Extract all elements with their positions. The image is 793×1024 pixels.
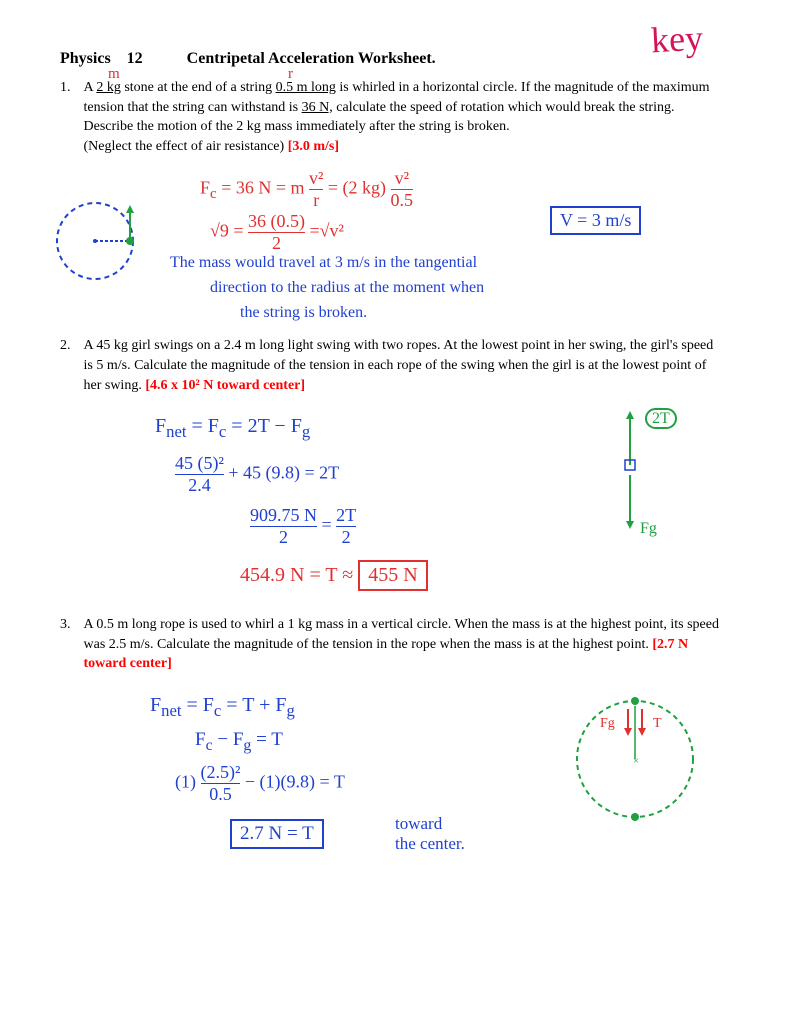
text: stone at the end of a string (121, 80, 276, 95)
t: = 36 N = m (217, 178, 309, 198)
t: v² (309, 168, 323, 188)
t: r (309, 189, 323, 211)
t: V = 3 m/s (550, 206, 641, 235)
answer-key: [3.0 m/s] (288, 139, 339, 154)
text: A 0.5 m long rope is used to whirl a 1 k… (84, 617, 719, 652)
problem-text: A 45 kg girl swings on a 2.4 m long ligh… (84, 336, 724, 395)
equation: (1) (2.5)² 0.5 − (1)(9.8) = T (175, 762, 345, 805)
problem-number: 2. (60, 336, 80, 356)
diagram-label: 2T (645, 410, 677, 428)
answer-key: [4.6 x 10² N toward center] (145, 378, 305, 393)
problem-text: A 2 kg stone at the end of a string 0.5 … (84, 78, 724, 156)
t: + 45 (9.8) = 2T (228, 463, 339, 483)
problem-number: 3. (60, 615, 80, 635)
r-annotation: r (288, 66, 293, 83)
t: 2 (250, 526, 317, 548)
equation: 45 (5)² 2.4 + 45 (9.8) = 2T (175, 453, 339, 496)
diagram-label: T (653, 716, 662, 732)
description: towardthe center. (395, 814, 465, 854)
t: = (322, 515, 337, 535)
t: v² (395, 168, 409, 188)
problem-2: 2. A 45 kg girl swings on a 2.4 m long l… (60, 336, 733, 395)
t: 909.75 N (250, 505, 317, 525)
t: − (1)(9.8) = T (245, 772, 345, 792)
description: The mass would travel at 3 m/s in the ta… (170, 254, 477, 272)
t: (2.5)² (201, 762, 241, 782)
equation: Fc = 36 N = m v² r = (2 kg) v² 0.5 (200, 168, 413, 211)
equation: 454.9 N = T ≈ 455 N (240, 560, 428, 591)
length-value: 0.5 m long (276, 80, 336, 95)
t: 2.4 (175, 474, 224, 496)
t: 0.5 (201, 783, 241, 805)
circle-diagram: × (560, 684, 710, 834)
t: 2.7 N = T (230, 819, 324, 849)
t: 2T (645, 408, 677, 429)
tension-value: 36 N, (302, 100, 333, 115)
course-name: Physics (60, 50, 111, 67)
result-box: V = 3 m/s (550, 206, 641, 235)
text: Describe the motion of the 2 kg mass imm… (84, 119, 510, 134)
work-area-1: Fc = 36 N = m v² r = (2 kg) v² 0.5 √9 = … (90, 176, 733, 336)
t: 2 (248, 232, 305, 254)
equation: Fc − Fg = T (195, 729, 283, 755)
work-area-2: Fnet = Fc = 2T − Fg 45 (5)² 2.4 + 45 (9.… (90, 415, 733, 615)
t: (1) (175, 772, 201, 792)
problem-number: 1. (60, 78, 80, 98)
svg-text:×: × (633, 755, 639, 767)
text: calculate the speed of rotation which wo… (333, 100, 675, 115)
equation: √9 = 36 (0.5) 2 =√v² (210, 211, 344, 254)
equation: 909.75 N 2 = 2T 2 (250, 505, 356, 548)
problem-3: 3. A 0.5 m long rope is used to whirl a … (60, 615, 733, 674)
circle-diagram (45, 191, 145, 291)
t: √9 = (210, 221, 248, 241)
result-box: 2.7 N = T (230, 819, 324, 849)
description: the string is broken. (240, 304, 367, 322)
text: A (84, 80, 97, 95)
t: 36 (0.5) (248, 211, 305, 231)
page-title: Physics 12 Centripetal Acceleration Work… (60, 50, 733, 68)
t: 455 N (358, 560, 427, 591)
equation: Fnet = Fc = 2T − Fg (155, 415, 310, 442)
description: direction to the radius at the moment wh… (210, 279, 484, 297)
t: 2 (336, 526, 356, 548)
t: 454.9 N = T ≈ (240, 564, 358, 586)
t: F (200, 178, 210, 198)
t: =√v² (310, 221, 344, 241)
problem-1: 1. A 2 kg stone at the end of a string 0… (60, 78, 733, 156)
work-area-3: Fnet = Fc = T + Fg Fc − Fg = T (1) (2.5)… (90, 694, 733, 889)
m-annotation: m (108, 66, 120, 83)
t: c (210, 187, 217, 203)
t: = (2 kg) (328, 178, 391, 198)
t: 45 (5)² (175, 453, 224, 473)
course-num: 12 (127, 50, 143, 67)
text: (Neglect the effect of air resistance) (84, 139, 288, 154)
worksheet-title: Centripetal Acceleration Worksheet. (187, 50, 436, 67)
equation: Fnet = Fc = T + Fg (150, 694, 295, 721)
problem-text: A 0.5 m long rope is used to whirl a 1 k… (84, 615, 724, 674)
diagram-label: Fg (600, 716, 615, 732)
key-label: key (650, 17, 704, 62)
t: 2T (336, 505, 356, 525)
diagram-label: Fg (640, 520, 657, 538)
t: 0.5 (391, 189, 414, 211)
